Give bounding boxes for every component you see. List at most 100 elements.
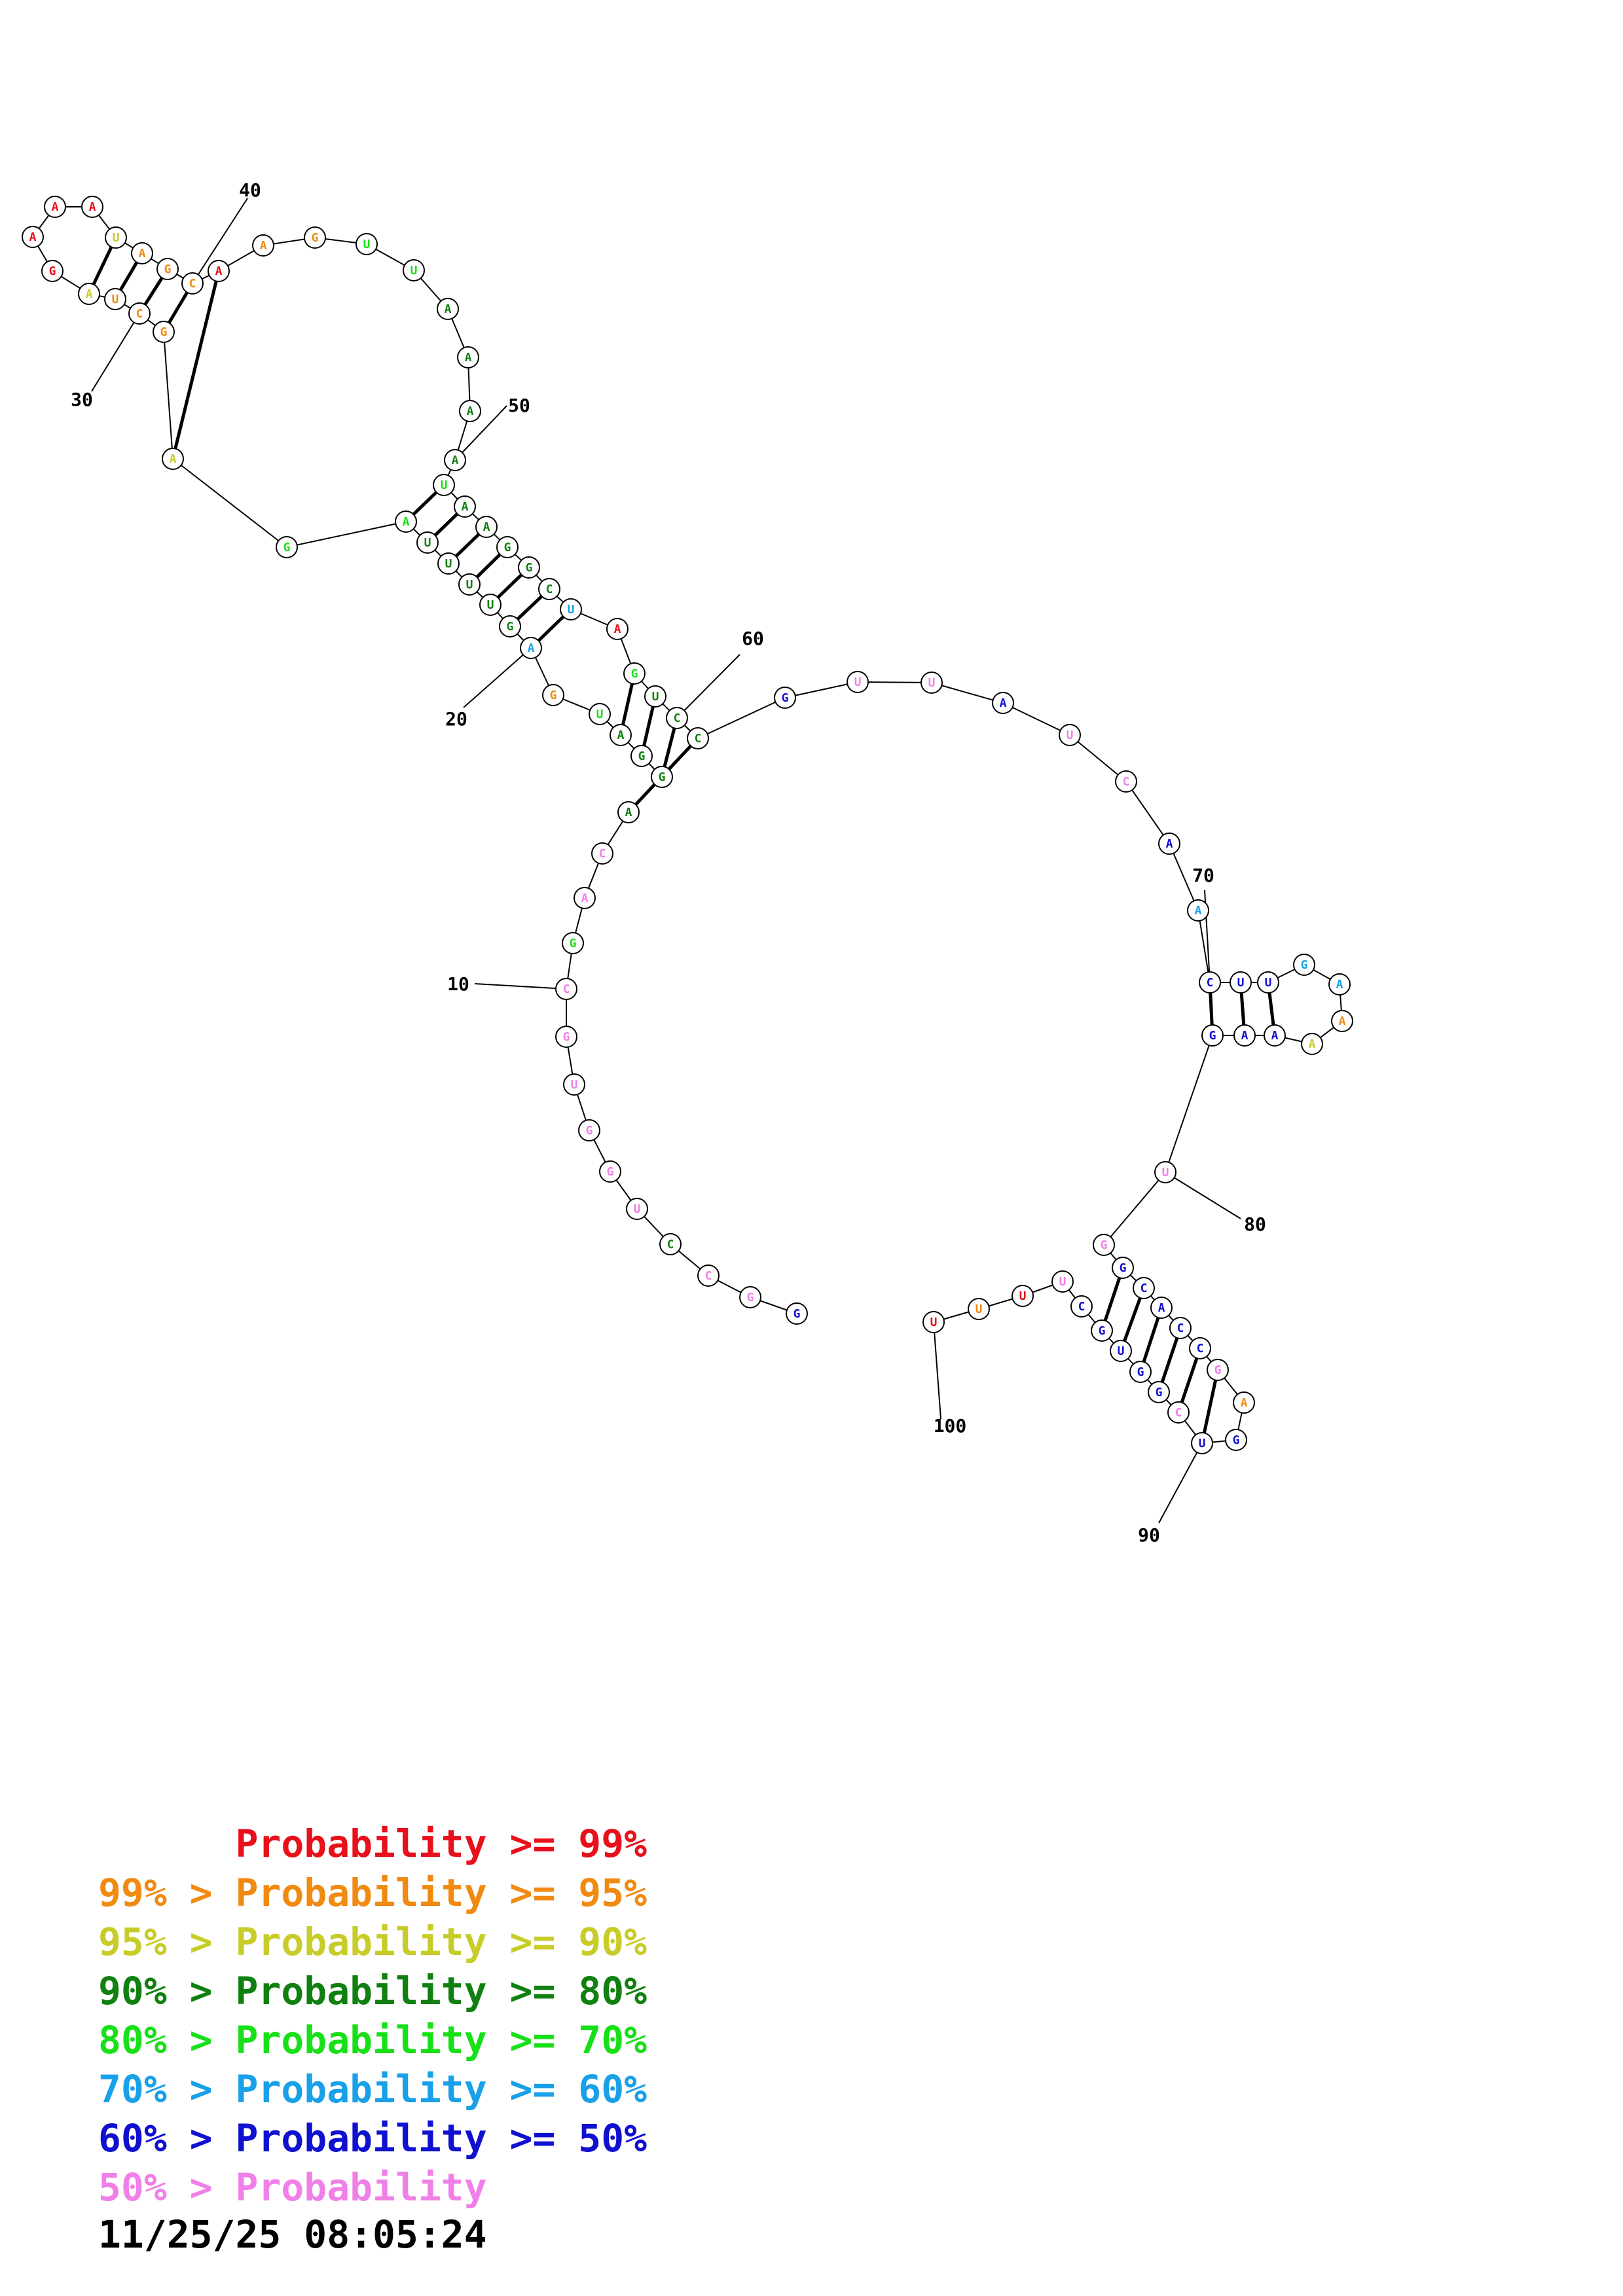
nucleotide: A [606, 618, 629, 640]
nucleotide-letter: C [667, 1238, 674, 1251]
nucleotide-letter: U [596, 708, 604, 721]
nucleotide-circle [1091, 1319, 1113, 1342]
nucleotide-circle [538, 578, 560, 600]
nucleotide: C [181, 272, 204, 295]
nucleotide-circle [659, 1233, 682, 1255]
nucleotide-letter: G [1209, 1029, 1216, 1043]
base-pair-bond [1180, 1357, 1199, 1403]
nucleotide: A [252, 234, 274, 257]
nucleotide: G [1148, 1381, 1170, 1403]
nucleotide: U [479, 594, 501, 616]
nucleotide-letter: G [1156, 1386, 1163, 1399]
nucleotide-letter: U [1067, 728, 1074, 742]
nucleotide: G [562, 932, 584, 954]
legend-entry-prefix: 90% > [98, 1969, 236, 2013]
backbone-link [931, 682, 1004, 704]
nucleotide: G [651, 766, 673, 788]
nucleotide-circle [623, 662, 646, 685]
nucleotide: A [22, 226, 44, 248]
nucleotide-letter: U [410, 264, 418, 278]
nucleotide-circle [1169, 1317, 1192, 1339]
nucleotide: A [1187, 899, 1209, 922]
nucleotide-letter: C [1078, 1300, 1085, 1314]
nucleotide-letter: G [607, 1165, 614, 1179]
position-number-label: 100 [934, 1415, 967, 1437]
nucleotide-circle [591, 842, 613, 865]
position-tick-line [91, 313, 140, 392]
nucleotide: G [774, 687, 796, 709]
nucleotide: U [416, 531, 439, 554]
nucleotide: G [1207, 1359, 1229, 1381]
nucleotide: U [105, 226, 127, 249]
backbone-link [163, 331, 173, 459]
nucleotide-circle [1093, 1234, 1115, 1256]
nucleotide-circle [786, 1302, 808, 1325]
nucleotide-circle [1301, 1033, 1323, 1055]
nucleotide-circle [454, 495, 476, 518]
nucleotide: G [1293, 954, 1315, 976]
base-pair-bond [119, 261, 139, 291]
base-pair-bond [516, 595, 543, 620]
nucleotide-letter: A [452, 454, 459, 467]
nucleotide-letter: A [52, 200, 59, 214]
nucleotide-letter: G [164, 262, 172, 276]
nucleotide-letter: A [581, 891, 589, 905]
base-pair-bond [475, 553, 501, 579]
nucleotide-circle [562, 932, 584, 954]
nucleotide-letter: C [189, 277, 196, 291]
nucleotide-circle [666, 707, 688, 729]
nucleotide: C [1167, 1401, 1190, 1424]
nucleotide-letter: G [586, 1124, 593, 1138]
legend-entry: Probability >= 99% [98, 1820, 647, 1869]
nucleotide-letter: A [1195, 904, 1202, 918]
nucleotide: G [1201, 1024, 1224, 1047]
nucleotide-letter: U [487, 598, 494, 612]
base-pair-bond [1160, 1337, 1179, 1383]
position-tick-line [1158, 1443, 1203, 1524]
nucleotide: G [304, 226, 326, 249]
nucleotide: C [666, 707, 688, 729]
nucleotide: U [1051, 1270, 1074, 1293]
nucleotide: A [81, 196, 103, 218]
nucleotide-letter: A [445, 302, 452, 316]
nucleotide-circle [499, 615, 521, 637]
nucleotide: A [444, 449, 466, 471]
nucleotide-circle [1150, 1297, 1173, 1319]
nucleotide-circle [1112, 1257, 1134, 1279]
nucleotide-circle [1115, 770, 1137, 793]
nucleotide-circle [968, 1298, 990, 1320]
position-number-label: 90 [1138, 1524, 1160, 1546]
nucleotide-letter: U [112, 293, 119, 306]
nucleotide-circle [1110, 1340, 1132, 1362]
nucleotide: A [44, 196, 66, 218]
nucleotide-circle [574, 887, 596, 909]
nucleotide: A [610, 724, 632, 746]
nucleotide-circle [153, 321, 175, 343]
nucleotide-circle [437, 298, 459, 320]
nucleotide-circle [1331, 1010, 1353, 1032]
legend-entry-text: Probability >= 99% [235, 1821, 647, 1866]
nucleotide-letter: C [1140, 1282, 1148, 1295]
nucleotide-letter: G [1301, 958, 1308, 972]
nucleotide-letter: A [467, 404, 474, 418]
nucleotide: A [1328, 973, 1351, 996]
nucleotide-letter: U [466, 578, 473, 592]
nucleotide: G [276, 536, 298, 558]
nucleotide-letter: G [49, 264, 56, 278]
nucleotide: U [1257, 971, 1279, 994]
nucleotide-letter: U [930, 1316, 938, 1329]
nucleotide: U [104, 288, 126, 310]
position-number-label: 30 [71, 389, 93, 410]
legend-entry-prefix: 70% > [98, 2067, 236, 2111]
nucleotide-letter: A [170, 452, 177, 466]
nucleotide: G [555, 1026, 577, 1048]
nucleotide-letter: G [1101, 1238, 1108, 1252]
nucleotide: A [459, 400, 481, 422]
base-pair-bond [143, 277, 164, 306]
backbone-link [1002, 702, 1070, 736]
nucleotide: C [538, 578, 560, 600]
nucleotide-circle [181, 272, 204, 295]
legend-entry-prefix: 80% > [98, 2018, 236, 2062]
backbone-link [1125, 781, 1170, 844]
nucleotide-circle [1189, 1337, 1211, 1359]
